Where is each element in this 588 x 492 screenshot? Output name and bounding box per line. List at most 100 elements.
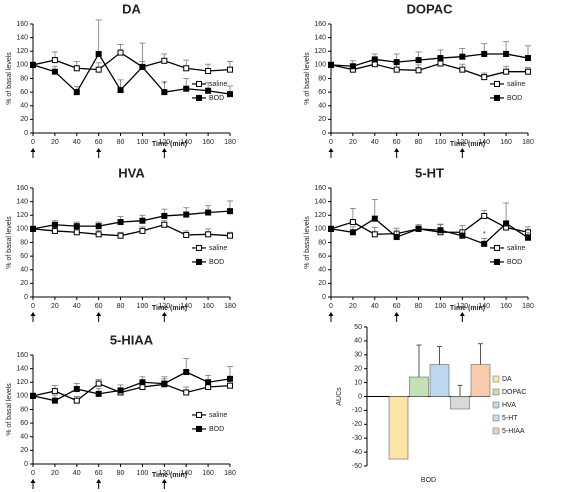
chart-title: DA <box>122 1 141 16</box>
data-point <box>349 63 356 70</box>
y-tick-label: -10 <box>352 407 362 414</box>
data-point <box>95 390 102 397</box>
y-tick-label: 160 <box>314 21 326 28</box>
data-point <box>183 389 190 396</box>
data-point <box>349 219 356 226</box>
legend-label: saline <box>209 412 227 419</box>
x-tick-label: 160 <box>500 303 512 310</box>
y-tick-label: 30 <box>354 352 362 359</box>
data-point <box>51 57 58 64</box>
y-tick-label: 140 <box>16 365 28 372</box>
x-tick-label: 140 <box>180 470 192 477</box>
data-point <box>161 57 168 64</box>
legend-marker <box>196 80 202 87</box>
arrow-head <box>328 312 334 316</box>
bar <box>450 396 470 410</box>
bar <box>388 396 409 460</box>
y-tick-label: -30 <box>352 435 362 442</box>
series-line <box>32 51 231 72</box>
arrow-head <box>161 148 167 152</box>
x-axis-label: Time (min) <box>152 472 187 479</box>
legend-label: 5-HT <box>502 415 518 422</box>
x-tick-label: 40 <box>73 470 81 477</box>
data-point <box>51 388 58 395</box>
y-tick-label: 160 <box>16 185 28 192</box>
y-tick-label: 100 <box>16 62 28 69</box>
x-tick-label: 100 <box>435 139 447 146</box>
y-tick-label: 60 <box>318 89 326 96</box>
data-point <box>117 87 124 94</box>
y-tick-label: 80 <box>20 239 28 246</box>
y-tick-label: 140 <box>314 34 326 41</box>
data-point <box>183 232 190 239</box>
data-point <box>117 387 124 394</box>
arrow-head <box>30 479 36 483</box>
data-point <box>459 66 466 73</box>
y-tick-label: 60 <box>20 253 28 260</box>
y-tick-label: 20 <box>20 447 28 454</box>
x-tick-label: 160 <box>202 303 214 310</box>
data-point <box>459 53 466 60</box>
legend-swatch <box>492 375 500 383</box>
x-tick-label: 60 <box>393 303 401 310</box>
data-point <box>371 215 378 222</box>
y-tick-label: -20 <box>352 421 362 428</box>
data-point <box>205 209 212 216</box>
x-tick-label: 0 <box>31 303 35 310</box>
data-point <box>437 227 444 234</box>
y-tick-label: 100 <box>16 393 28 400</box>
legend-marker <box>494 80 500 87</box>
y-tick-label: 40 <box>318 267 326 274</box>
series-line <box>330 215 529 235</box>
legend-label: BOD <box>209 95 224 102</box>
legend-marker <box>494 244 500 251</box>
data-point <box>73 386 80 393</box>
y-tick-label: 40 <box>20 103 28 110</box>
series-line <box>32 210 231 230</box>
annotation: * <box>163 81 166 88</box>
data-point <box>161 212 168 219</box>
y-tick-label: 140 <box>314 198 326 205</box>
x-tick-label: 80 <box>117 303 125 310</box>
data-point <box>205 68 212 75</box>
x-tick-label: 140 <box>478 303 490 310</box>
x-tick-label: 120 <box>158 139 170 146</box>
x-tick-label: 20 <box>51 470 59 477</box>
x-tick-label: 140 <box>180 139 192 146</box>
series-line <box>330 217 529 245</box>
y-tick-label: 160 <box>16 21 28 28</box>
y-tick-label: 0 <box>24 130 28 137</box>
x-tick-label: 100 <box>137 470 149 477</box>
x-tick-label: 160 <box>500 139 512 146</box>
data-point <box>117 232 124 239</box>
data-point <box>525 68 531 75</box>
y-tick-label: -50 <box>352 463 362 470</box>
y-tick-label: 20 <box>20 116 28 123</box>
data-point <box>51 227 58 234</box>
series-line <box>32 52 231 95</box>
chart-title: DOPAC <box>407 1 454 16</box>
legend-label: DOPAC <box>502 389 526 396</box>
arrow-head <box>161 479 167 483</box>
data-point <box>415 67 422 74</box>
x-tick-label: 120 <box>456 139 468 146</box>
x-tick-label: 100 <box>137 303 149 310</box>
y-tick-label: 0 <box>322 130 326 137</box>
data-point <box>161 221 168 228</box>
legend-marker <box>494 94 500 101</box>
x-tick-label: 180 <box>522 139 534 146</box>
data-point <box>183 369 190 376</box>
y-tick-label: 80 <box>318 75 326 82</box>
arrow-head <box>459 312 465 316</box>
x-tick-label: 0 <box>31 139 35 146</box>
data-point <box>371 61 378 68</box>
data-point <box>30 392 36 399</box>
arrow-head <box>96 479 102 483</box>
legend-marker <box>196 411 202 418</box>
y-tick-label: 80 <box>318 239 326 246</box>
x-tick-label: 80 <box>117 470 125 477</box>
data-point <box>227 91 233 98</box>
legend-label: HVA <box>502 402 516 409</box>
data-point <box>503 50 510 57</box>
arrow-head <box>30 148 36 152</box>
